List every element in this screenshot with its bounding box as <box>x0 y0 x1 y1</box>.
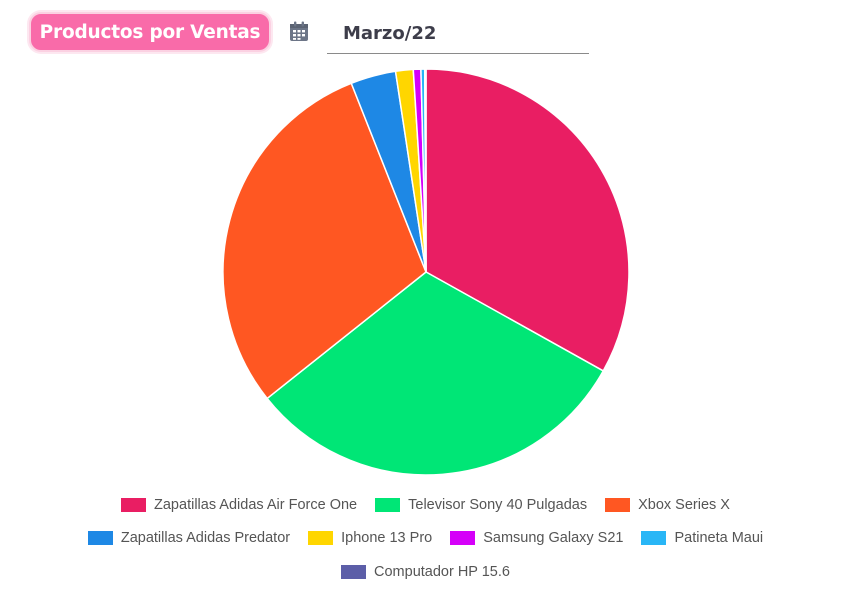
legend-item-3[interactable]: Zapatillas Adidas Predator <box>87 530 291 547</box>
legend-label-1: Televisor Sony 40 Pulgadas <box>408 496 588 513</box>
legend-item-4[interactable]: Iphone 13 Pro <box>308 530 432 546</box>
legend-item-7[interactable]: Computador HP 15.6 <box>341 564 510 580</box>
legend-swatch-2 <box>605 497 631 512</box>
legend-swatch-4 <box>308 531 334 546</box>
legend-label-2: Xbox Series X <box>638 496 730 513</box>
legend-item-5[interactable]: Samsung Galaxy S21 <box>450 530 623 546</box>
chart-legend: Zapatillas Adidas Air Force One Televisor… <box>0 488 851 589</box>
legend-label-7: Computador HP 15.6 <box>374 563 510 580</box>
legend-item-6[interactable]: Patineta Maui <box>641 530 763 546</box>
month-date-input[interactable]: Marzo/22 <box>327 14 589 54</box>
pie-slice-7[interactable] <box>423 68 427 273</box>
legend-swatch-5 <box>450 531 476 546</box>
legend-row-1: Zapatillas Adidas Predator Iphone 13 Pro S… <box>0 522 851 556</box>
legend-label-3: Zapatillas Adidas Predator <box>120 530 291 547</box>
legend-item-1[interactable]: Televisor Sony 40 Pulgadas <box>375 497 587 513</box>
pie-slice-2[interactable] <box>222 82 427 400</box>
pie-slice-1[interactable] <box>266 271 605 476</box>
page-title: Productos por Ventas <box>39 21 261 43</box>
legend-row-0: Zapatillas Adidas Air Force One Televisor… <box>0 488 851 522</box>
pie-slice-0[interactable] <box>425 68 630 372</box>
legend-swatch-1 <box>375 497 401 512</box>
legend-label-4: Iphone 13 Pro <box>341 530 433 547</box>
legend-row-2: Computador HP 15.6 <box>0 555 851 589</box>
legend-swatch-6 <box>641 531 667 546</box>
legend-item-0[interactable]: Zapatillas Adidas Air Force One <box>121 497 357 513</box>
legend-label-0: Zapatillas Adidas Air Force One <box>154 496 358 513</box>
legend-swatch-0 <box>121 497 147 512</box>
legend-swatch-3 <box>87 531 113 546</box>
legend-item-2[interactable]: Xbox Series X <box>605 497 730 513</box>
calendar-icon[interactable] <box>289 21 309 42</box>
legend-swatch-7 <box>341 564 367 579</box>
legend-label-5: Samsung Galaxy S21 <box>483 530 624 547</box>
month-date-value: Marzo/22 <box>343 23 437 44</box>
page-title-badge: Productos por Ventas <box>29 12 271 52</box>
legend-label-6: Patineta Maui <box>674 530 764 547</box>
pie-chart <box>222 68 630 476</box>
